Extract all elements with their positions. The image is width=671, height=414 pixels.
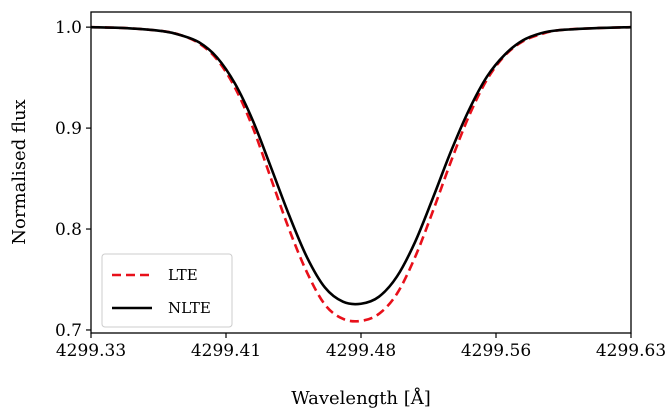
ticks-layer: 4299.33 4299.41 4299.48 4299.56 4299.63 0.7 0.… bbox=[55, 18, 666, 361]
y-tick-label: 0.7 bbox=[55, 321, 82, 341]
x-tick-label: 4299.63 bbox=[596, 341, 666, 361]
legend-label-nlte: NLTE bbox=[168, 299, 211, 317]
x-tick-label: 4299.41 bbox=[191, 341, 261, 361]
x-tick-label: 4299.33 bbox=[56, 341, 126, 361]
y-tick-label: 0.9 bbox=[55, 119, 82, 139]
y-tick-label: 1.0 bbox=[55, 18, 82, 38]
x-tick-label: 4299.48 bbox=[326, 341, 396, 361]
legend: LTE NLTE bbox=[101, 253, 233, 328]
x-tick-label: 4299.56 bbox=[461, 341, 531, 361]
series-layer bbox=[90, 25, 632, 323]
series-line-nlte bbox=[90, 25, 632, 306]
legend-box bbox=[101, 253, 233, 328]
x-axis-label: Wavelength [Å] bbox=[291, 387, 431, 409]
y-tick-label: 0.8 bbox=[55, 220, 82, 240]
legend-label-lte: LTE bbox=[168, 266, 198, 284]
y-axis-label: Normalised flux bbox=[9, 99, 30, 244]
